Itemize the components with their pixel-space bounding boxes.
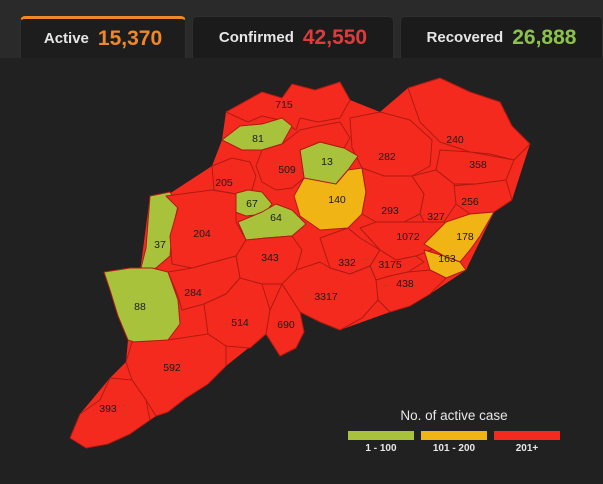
legend-item-low: 1 - 100 bbox=[348, 431, 414, 454]
district-case-count: 327 bbox=[427, 211, 445, 223]
legend-swatch-high bbox=[494, 431, 560, 440]
district-case-count: 204 bbox=[193, 228, 211, 240]
district-region[interactable] bbox=[281, 261, 379, 331]
district-case-count: 178 bbox=[456, 231, 474, 243]
legend-title: No. of active case bbox=[400, 408, 508, 423]
district-region[interactable] bbox=[225, 81, 351, 131]
district-case-count: 205 bbox=[215, 177, 233, 189]
tab-confirmed-value: 42,550 bbox=[302, 25, 368, 49]
district-region[interactable] bbox=[449, 179, 513, 215]
district-case-count: 37 bbox=[154, 239, 166, 251]
district-case-count: 393 bbox=[99, 403, 117, 415]
district-region[interactable] bbox=[221, 117, 293, 151]
district-case-count: 343 bbox=[261, 252, 279, 264]
district-case-count: 240 bbox=[446, 134, 464, 146]
legend-item-mid: 101 - 200 bbox=[421, 431, 487, 454]
district-case-count: 358 bbox=[469, 159, 487, 171]
district-region[interactable] bbox=[265, 283, 305, 357]
tab-active-value: 15,370 bbox=[97, 26, 163, 50]
district-case-count: 163 bbox=[438, 253, 456, 265]
tab-recovered-label: Recovered bbox=[426, 29, 504, 46]
tab-active-label: Active bbox=[43, 30, 89, 47]
legend-label-mid: 101 - 200 bbox=[432, 443, 476, 454]
district-case-count: 509 bbox=[278, 164, 296, 176]
district-case-count: 1072 bbox=[396, 231, 420, 243]
district-region[interactable] bbox=[255, 121, 351, 191]
district-case-count: 715 bbox=[275, 99, 293, 111]
tab-active[interactable]: Active 15,370 bbox=[20, 16, 186, 58]
district-case-count: 88 bbox=[134, 301, 146, 313]
stat-tab-bar: Active 15,370 Confirmed 42,550 Recovered… bbox=[0, 0, 603, 58]
district-region[interactable] bbox=[407, 77, 531, 161]
district-case-count: 3175 bbox=[378, 259, 402, 271]
district-case-count: 140 bbox=[328, 194, 346, 206]
legend-item-high: 201+ bbox=[494, 431, 560, 454]
district-region[interactable] bbox=[375, 269, 447, 313]
district-region[interactable] bbox=[69, 377, 151, 449]
district-case-count: 438 bbox=[396, 278, 414, 290]
district-case-count: 592 bbox=[163, 362, 181, 374]
tab-confirmed-label: Confirmed bbox=[218, 29, 294, 46]
district-case-count: 293 bbox=[381, 205, 399, 217]
legend-swatch-low bbox=[348, 431, 414, 440]
legend-swatch-mid bbox=[421, 431, 487, 440]
district-case-count: 81 bbox=[252, 133, 264, 145]
legend-label-high: 201+ bbox=[515, 443, 539, 454]
tab-recovered-value: 26,888 bbox=[512, 25, 577, 49]
tab-confirmed[interactable]: Confirmed 42,550 bbox=[192, 16, 394, 58]
legend-label-low: 1 - 100 bbox=[365, 443, 397, 454]
district-region[interactable] bbox=[361, 167, 425, 223]
district-region[interactable] bbox=[103, 267, 181, 347]
district-case-count: 13 bbox=[321, 156, 333, 168]
district-case-count: 332 bbox=[338, 257, 356, 269]
district-case-count: 282 bbox=[378, 151, 396, 163]
district-case-count: 256 bbox=[461, 196, 479, 208]
district-case-count: 514 bbox=[231, 317, 249, 329]
district-case-count: 284 bbox=[184, 287, 202, 299]
tab-recovered[interactable]: Recovered 26,888 bbox=[400, 16, 603, 58]
district-case-count: 3317 bbox=[314, 291, 338, 303]
district-case-count: 690 bbox=[277, 319, 295, 331]
district-case-count: 67 bbox=[246, 198, 258, 210]
district-case-count: 64 bbox=[270, 212, 282, 224]
